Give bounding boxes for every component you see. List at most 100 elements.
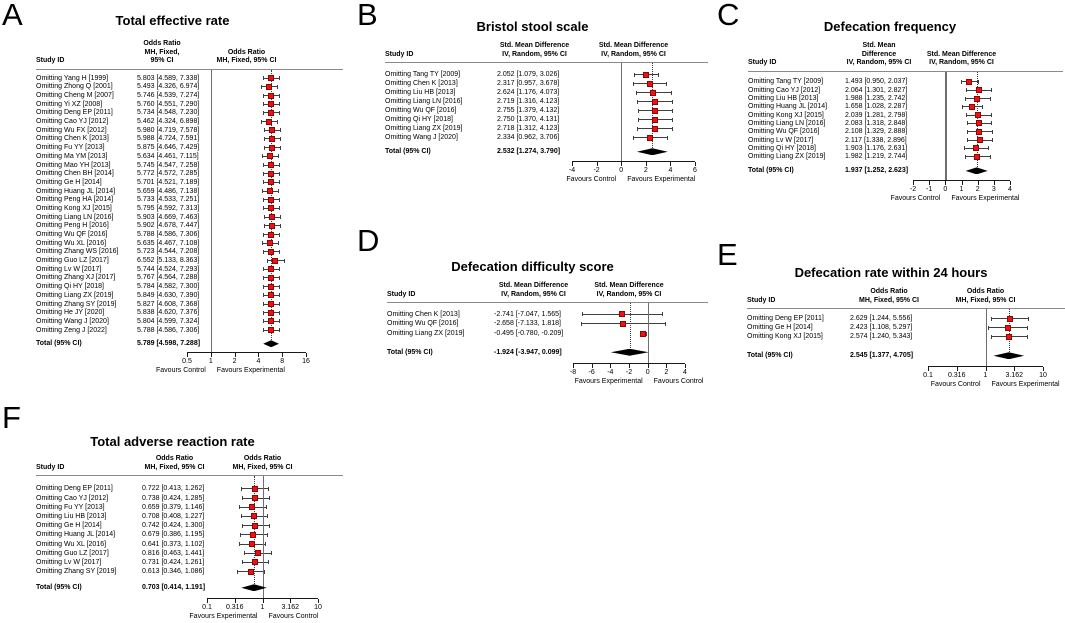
study-plot-cell [187, 74, 306, 83]
study-plot-cell [207, 521, 318, 530]
ci-cap-right [279, 232, 281, 237]
total-label: Total (95% CI) [36, 584, 82, 592]
study-plot-cell [187, 82, 306, 91]
ci-cap-left [236, 569, 238, 574]
study-row: Omitting Liang ZX [2019] 5.849 [4.630, 7.… [36, 291, 306, 300]
study-plot-cell [913, 94, 1010, 102]
study-ci-text: 0.641 [0.373, 1.102] [142, 540, 205, 548]
ci-cap-right [280, 128, 282, 133]
effect-square [252, 522, 259, 529]
study-ci-text: 2.718 [1.312, 4.123] [497, 125, 560, 133]
header-separator [385, 62, 708, 64]
pooled-diamond [263, 340, 279, 348]
panel-f-total-adverse-reaction-rate: F Total adverse reaction rate Study ID Od… [0, 402, 345, 623]
study-ci-text: 5.701 [4.521, 7.189] [137, 178, 200, 186]
ref-line [621, 63, 623, 162]
favours-left-label: Favours Control [566, 176, 617, 184]
study-label: Omitting He JY [2020] [36, 309, 105, 317]
study-plot-cell [207, 539, 318, 548]
ci-cap-right [280, 136, 282, 141]
study-ci-text: 5.767 [4.564, 7.288] [137, 274, 200, 282]
axis-tick-label: 2 [232, 358, 237, 366]
study-row: Omitting Wu XL [2016] 5.635 [4.467, 7.108… [36, 239, 306, 248]
study-label: Omitting Wang J [2020] [385, 134, 458, 142]
panel-letter: B [357, 0, 378, 32]
ci-cap-left [263, 319, 265, 324]
study-row: Omitting Deng EP [2011] 5.734 [4.548, 7.2… [36, 109, 306, 118]
study-ci-text: 2.117 [1.338, 2.896] [845, 136, 907, 144]
study-plot-cell [187, 274, 306, 283]
study-row: Omitting Lv W [2017] 2.117 [1.338, 2.896] [748, 136, 1010, 144]
study-row: Omitting Liang LN [2016] 2.719 [1.316, 4.… [385, 97, 695, 106]
study-plot-cell [573, 319, 685, 329]
ci-cap-right [987, 146, 989, 151]
study-row: Omitting Yi XZ [2008] 5.760 [4.551, 7.290… [36, 100, 306, 109]
effect-square [619, 311, 626, 318]
axis-tick-label: -4 [607, 369, 614, 377]
study-row: Omitting Zhang XJ [2017] 5.767 [4.564, 7.… [36, 274, 306, 283]
effect-square [267, 179, 274, 186]
ci-cap-right [279, 76, 281, 81]
total-label: Total (95% CI) [36, 340, 82, 348]
pooled-dotted-line [652, 63, 654, 152]
axis-tick [666, 364, 668, 368]
axis-tick [928, 367, 929, 371]
study-row: Omitting Qi HY [2018] 5.784 [4.582, 7.300… [36, 282, 306, 291]
effect-square [250, 531, 257, 538]
study-row: Omitting Fu YY [2013] 5.875 [4.646, 7.429… [36, 143, 306, 152]
effect-square [267, 153, 274, 160]
axis-tick [1010, 181, 1011, 185]
study-ci-text: 5.804 [4.599, 7.324] [137, 317, 200, 325]
column-header-study: Study ID [36, 57, 65, 65]
ci-cap-left [263, 293, 265, 298]
study-row: Omitting Guo LZ [2017] 0.816 [0.463, 1.44… [36, 549, 318, 558]
effect-square [251, 485, 258, 492]
panel-title: Total effective rate [115, 13, 230, 28]
ci-cap-left [262, 189, 264, 194]
study-plot-cell [187, 204, 306, 213]
study-plot-cell [207, 530, 318, 539]
ci-cap-right [278, 189, 280, 194]
study-row: Omitting Liang ZX [2019] 1.982 [1.219, 2.… [748, 152, 1010, 160]
study-plot-cell [928, 332, 1043, 341]
header-line: MH, Fixed, 95% CI [144, 48, 180, 65]
forest-plot: Study ID Std. Mean Difference IV, Random, … [355, 282, 710, 390]
header-line: Odds Ratio [155, 455, 194, 463]
ci-cap-left [266, 258, 268, 263]
favours-right-label: Favours Control [653, 378, 704, 386]
study-label: Omitting Wu XL [2016] [36, 540, 107, 548]
ci-cap-left [241, 496, 243, 501]
favours-right-label: Favours Experimental [951, 195, 1020, 203]
study-row: Omitting Lv W [2017] 5.744 [4.524, 7.293] [36, 265, 306, 274]
study-label: Omitting Tang TY [2009] [748, 78, 824, 86]
ci-cap-left [632, 81, 634, 86]
ci-cap-right [662, 312, 664, 317]
study-label: Omitting Liang LN [2016] [36, 213, 114, 221]
study-plot-cell [207, 558, 318, 567]
ci-cap-right [278, 154, 280, 159]
total-ci-text: 5.789 [4.598, 7.288] [137, 340, 201, 348]
study-ci-text: 5.745 [4.547, 7.258] [137, 161, 200, 169]
forest-plot: Study ID Std. Mean Difference IV, Random, … [355, 42, 710, 188]
panel-letter: D [357, 223, 380, 258]
ci-cap-left [263, 76, 265, 81]
study-label: Omitting Zhang SY [2019] [36, 568, 117, 576]
ci-cap-left [990, 316, 992, 321]
effect-square [268, 309, 275, 316]
study-ci-text: 2.052 [1.079, 3.026] [497, 71, 560, 79]
header-line: Std. Mean Difference [499, 42, 570, 50]
study-ci-text: 2.719 [1.316, 4.123] [497, 98, 560, 106]
effect-square [1006, 333, 1013, 340]
ci-cap-left [964, 146, 966, 151]
header-line: Std. Mean Difference [498, 282, 569, 290]
effect-square [976, 128, 983, 135]
ci-cap-left [263, 145, 265, 150]
study-row: Omitting Huang JL [2014] 1.658 [1.028, 2.… [748, 103, 1010, 111]
ci-cap-right [666, 81, 668, 86]
study-ci-text: -0.495 [-0.780, -0.209] [494, 330, 564, 338]
study-ci-text: 2.083 [1.318, 2.848] [845, 119, 908, 127]
header-line: IV, Random, 95% CI [929, 59, 994, 67]
study-plot-cell [913, 86, 1010, 94]
study-label: Omitting Tang TY [2009] [385, 71, 461, 79]
ci-cap-left [638, 117, 640, 122]
